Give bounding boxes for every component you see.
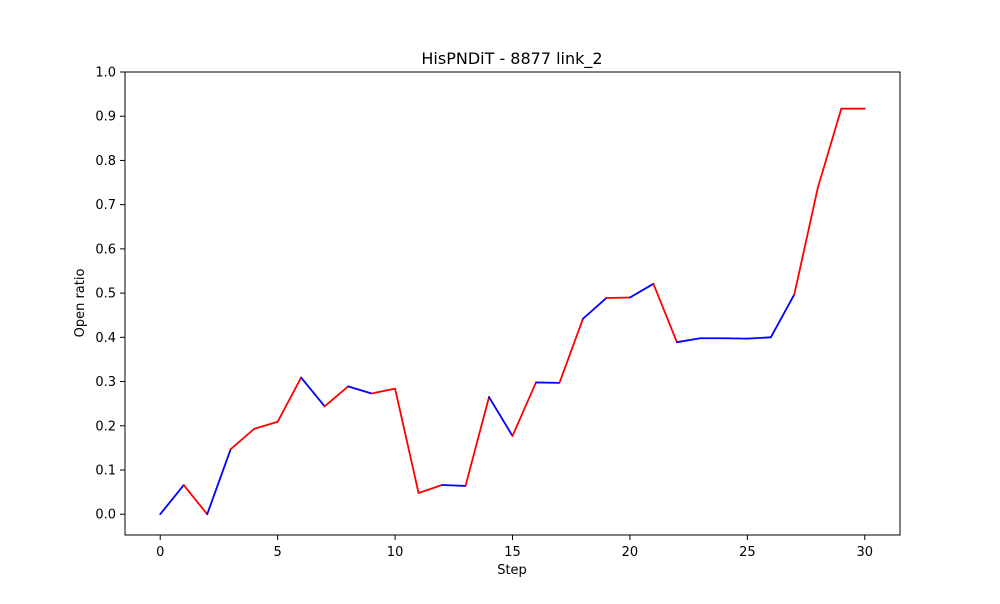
x-axis-label: Step [497, 563, 527, 578]
x-tick-label: 25 [739, 545, 756, 560]
y-tick-label: 0.9 [95, 110, 116, 125]
y-axis-label: Open ratio [73, 269, 88, 338]
y-tick-label: 0.0 [95, 508, 116, 523]
y-tick-label: 0.8 [95, 154, 116, 169]
x-tick-label: 15 [504, 545, 521, 560]
x-tick-label: 0 [156, 545, 164, 560]
y-tick-label: 0.3 [95, 375, 116, 390]
x-tick-label: 10 [387, 545, 404, 560]
x-tick-label: 30 [856, 545, 873, 560]
y-tick-label: 0.7 [95, 198, 116, 213]
y-tick-label: 0.4 [95, 331, 116, 346]
x-tick-label: 5 [274, 545, 282, 560]
chart-title: HisPNDiT - 8877 link_2 [421, 49, 602, 69]
y-tick-label: 0.1 [95, 463, 116, 478]
series-segment-12 [442, 485, 465, 486]
x-tick-label: 20 [622, 545, 639, 560]
y-tick-label: 0.2 [95, 419, 116, 434]
y-tick-label: 0.5 [95, 287, 116, 302]
y-tick-label: 0.6 [95, 242, 116, 257]
y-tick-label: 1.0 [95, 66, 116, 81]
